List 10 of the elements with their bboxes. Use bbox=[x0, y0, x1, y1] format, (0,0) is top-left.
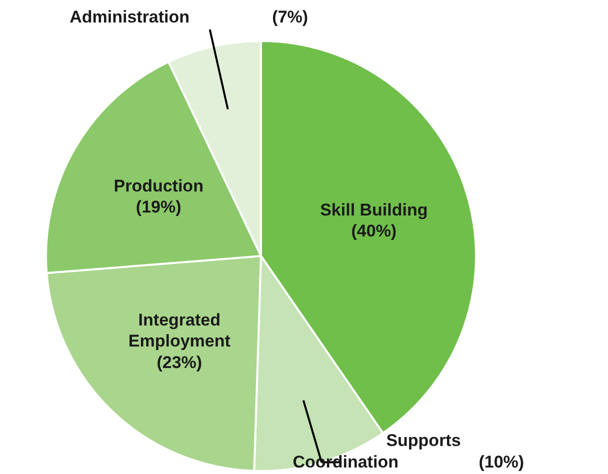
slice-label: Administration bbox=[70, 8, 190, 27]
slice-label: Integrated Employment bbox=[128, 310, 231, 351]
data-label: (23%) bbox=[156, 352, 202, 372]
slice-label: Production bbox=[114, 176, 204, 196]
slice-label: Supports Coordination bbox=[292, 431, 461, 472]
data-label: (40%) bbox=[351, 222, 397, 241]
data-label: (10%) bbox=[478, 452, 524, 472]
slice-label: Skill Building bbox=[320, 200, 428, 220]
data-label: (7%) bbox=[272, 8, 308, 27]
data-label: (19%) bbox=[136, 198, 182, 216]
